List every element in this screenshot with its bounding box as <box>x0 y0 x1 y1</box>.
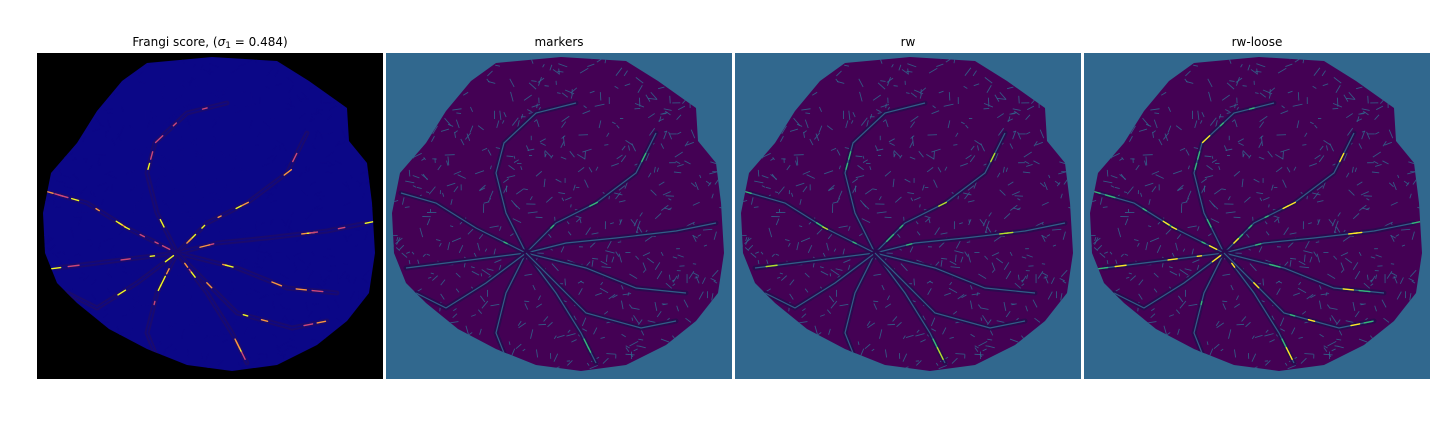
panel-title-rw-loose: rw-loose <box>1231 35 1283 49</box>
panel-markers-image <box>386 53 732 379</box>
panel-title-frangi: Frangi score, (σ1 = 0.484) <box>37 34 383 54</box>
title-prefix: Frangi score, ( <box>132 35 218 49</box>
markers-image <box>386 53 732 379</box>
panel-frangi-image <box>37 53 383 379</box>
rw-image <box>735 53 1081 379</box>
panel-title-markers: markers <box>534 35 584 49</box>
sigma-subscript: 1 <box>225 41 231 51</box>
vessel-texture <box>741 57 1073 371</box>
rw-loose-image <box>1084 53 1430 379</box>
sigma-symbol: σ <box>217 35 226 49</box>
frangi-score-image <box>37 53 383 379</box>
title-suffix: = 0.484) <box>230 35 288 49</box>
panel-rw-image <box>735 53 1081 379</box>
panel-rw-loose-image <box>1084 53 1430 379</box>
panel-title-rw: rw <box>900 35 916 49</box>
